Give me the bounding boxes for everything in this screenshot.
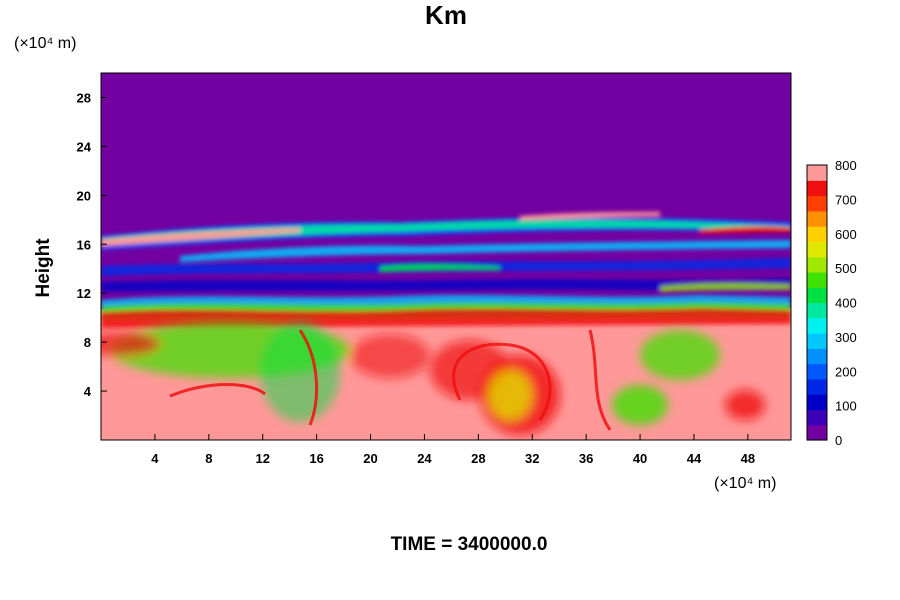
x-tick-label: 24 (417, 451, 432, 466)
colorbar-ticks: 0 100 200 300 400 500 600 700 800 (835, 158, 857, 448)
y-tick-label: 24 (77, 139, 92, 154)
colorbar-tick-label: 600 (835, 227, 857, 242)
y-tick-label: 12 (77, 286, 91, 301)
x-tick-label: 8 (205, 451, 212, 466)
y-axis-ticks: 4 8 12 16 20 24 28 (77, 90, 107, 399)
y-axis-unit: (×10⁴ m) (14, 35, 76, 52)
y-tick-label: 4 (84, 384, 92, 399)
colorbar-swatch (807, 287, 827, 304)
x-tick-label: 16 (309, 451, 323, 466)
time-label: TIME = 3400000.0 (391, 534, 548, 555)
colorbar-swatch (807, 409, 827, 426)
colorbar-swatch (807, 210, 827, 227)
colorbar-swatch (807, 424, 827, 441)
y-tick-label: 20 (77, 188, 91, 203)
x-tick-label: 28 (471, 451, 485, 466)
colorbar-swatch (807, 180, 827, 197)
colorbar-swatch (807, 378, 827, 395)
colorbar-tick-label: 400 (835, 296, 857, 311)
x-tick-label: 20 (363, 451, 377, 466)
colorbar-tick-label: 700 (835, 192, 857, 207)
colorbar-frame (806, 164, 828, 441)
colorbar-swatch (807, 226, 827, 242)
chart-title: Km (425, 0, 467, 30)
colorbar-swatch (807, 256, 827, 273)
x-tick-label: 12 (255, 451, 269, 466)
colorbar-swatch (807, 195, 827, 212)
x-tick-label: 32 (525, 451, 539, 466)
colorbar-swatch (807, 317, 827, 334)
y-tick-label: 16 (77, 237, 91, 252)
x-tick-label: 4 (151, 451, 159, 466)
x-axis-unit: (×10⁴ m) (714, 475, 776, 492)
colorbar (807, 165, 827, 441)
colorbar-swatch (807, 394, 827, 411)
colorbar-tick-label: 500 (835, 261, 857, 276)
colorbar-swatch (807, 271, 827, 288)
colorbar-swatch (807, 165, 827, 181)
colorbar-tick-label: 800 (835, 158, 857, 173)
x-tick-label: 48 (741, 451, 755, 466)
colorbar-tick-label: 100 (835, 399, 857, 414)
colorbar-swatch (807, 302, 827, 319)
x-tick-label: 36 (579, 451, 593, 466)
colorbar-swatch (807, 241, 827, 258)
plot-frame (100, 72, 792, 441)
colorbar-tick-label: 300 (835, 330, 857, 345)
colorbar-tick-label: 0 (835, 433, 842, 448)
x-axis-ticks: 4 8 12 16 20 24 28 32 36 40 44 48 (151, 434, 755, 466)
colorbar-tick-label: 200 (835, 364, 857, 379)
y-axis-label: Height (33, 238, 54, 298)
y-tick-label: 8 (84, 335, 91, 350)
heatmap-field (101, 73, 791, 440)
x-tick-label: 40 (633, 451, 647, 466)
y-tick-label: 28 (77, 90, 91, 105)
colorbar-swatch (807, 363, 827, 380)
x-tick-label: 44 (687, 451, 702, 466)
colorbar-swatch (807, 333, 827, 349)
colorbar-swatch (807, 348, 827, 365)
